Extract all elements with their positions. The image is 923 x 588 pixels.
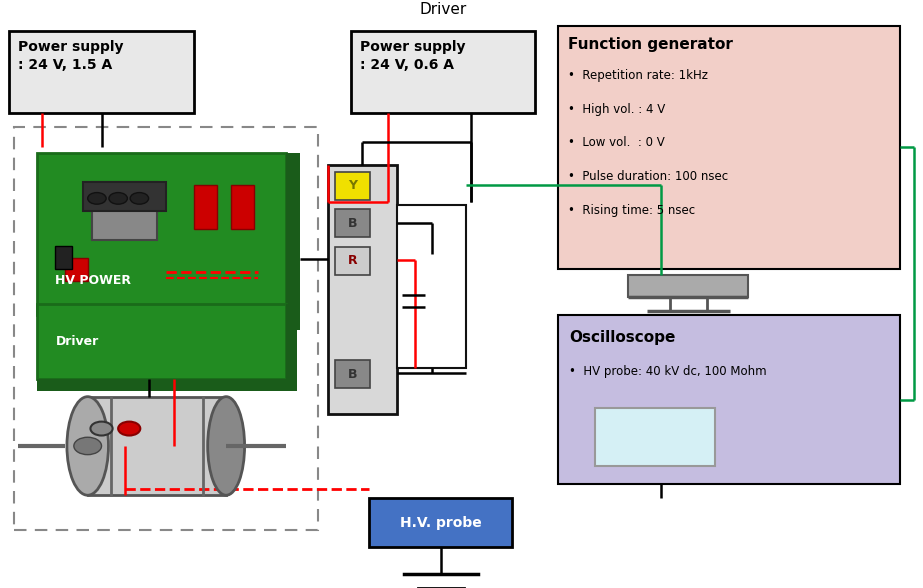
Text: Power supply
: 24 V, 0.6 A: Power supply : 24 V, 0.6 A — [360, 40, 465, 72]
Text: R: R — [348, 255, 357, 268]
Bar — [37, 379, 297, 391]
Bar — [88, 397, 226, 495]
Bar — [231, 185, 254, 229]
Bar — [369, 498, 512, 547]
Text: B: B — [348, 368, 357, 380]
Bar — [335, 360, 370, 388]
Bar — [14, 127, 318, 530]
Circle shape — [130, 193, 149, 204]
Ellipse shape — [208, 397, 245, 495]
Text: •  Low vol.  : 0 V: • Low vol. : 0 V — [568, 136, 665, 149]
Bar — [83, 182, 166, 211]
Bar — [65, 258, 88, 280]
Text: •  Rising time: 5 nsec: • Rising time: 5 nsec — [568, 203, 695, 216]
Ellipse shape — [66, 397, 109, 495]
Bar — [328, 165, 397, 414]
Circle shape — [88, 193, 106, 204]
Bar — [397, 205, 466, 368]
Bar — [629, 275, 749, 297]
Bar — [558, 316, 900, 484]
Bar — [9, 31, 194, 112]
Bar — [194, 185, 217, 229]
Text: Y: Y — [348, 179, 357, 192]
Text: HV POWER: HV POWER — [55, 274, 131, 287]
Bar — [335, 209, 370, 237]
Text: H.V. probe: H.V. probe — [400, 516, 482, 530]
Bar — [595, 408, 715, 466]
Bar — [558, 26, 900, 269]
Bar — [37, 304, 286, 379]
Bar — [335, 172, 370, 199]
Bar — [55, 246, 72, 269]
Text: Oscilloscope: Oscilloscope — [569, 330, 676, 345]
Text: Power supply
: 24 V, 1.5 A: Power supply : 24 V, 1.5 A — [18, 40, 124, 72]
Text: •  Repetition rate: 1kHz: • Repetition rate: 1kHz — [568, 69, 708, 82]
Text: •  HV probe: 40 kV dc, 100 Mohm: • HV probe: 40 kV dc, 100 Mohm — [569, 365, 767, 377]
Bar — [335, 247, 370, 275]
Bar — [37, 153, 286, 316]
Text: Function generator: Function generator — [568, 37, 733, 52]
Circle shape — [109, 193, 127, 204]
Bar — [286, 304, 297, 379]
Circle shape — [74, 437, 102, 455]
Text: Driver: Driver — [419, 2, 467, 17]
Text: Driver: Driver — [55, 335, 99, 348]
Text: •  High vol. : 4 V: • High vol. : 4 V — [568, 103, 665, 116]
Circle shape — [90, 422, 113, 436]
Bar — [286, 153, 300, 316]
Bar — [351, 31, 535, 112]
Text: •  Pulse duration: 100 nsec: • Pulse duration: 100 nsec — [568, 170, 727, 183]
Bar — [92, 182, 157, 240]
Bar — [37, 316, 300, 330]
Text: B: B — [348, 217, 357, 230]
Circle shape — [118, 422, 140, 436]
